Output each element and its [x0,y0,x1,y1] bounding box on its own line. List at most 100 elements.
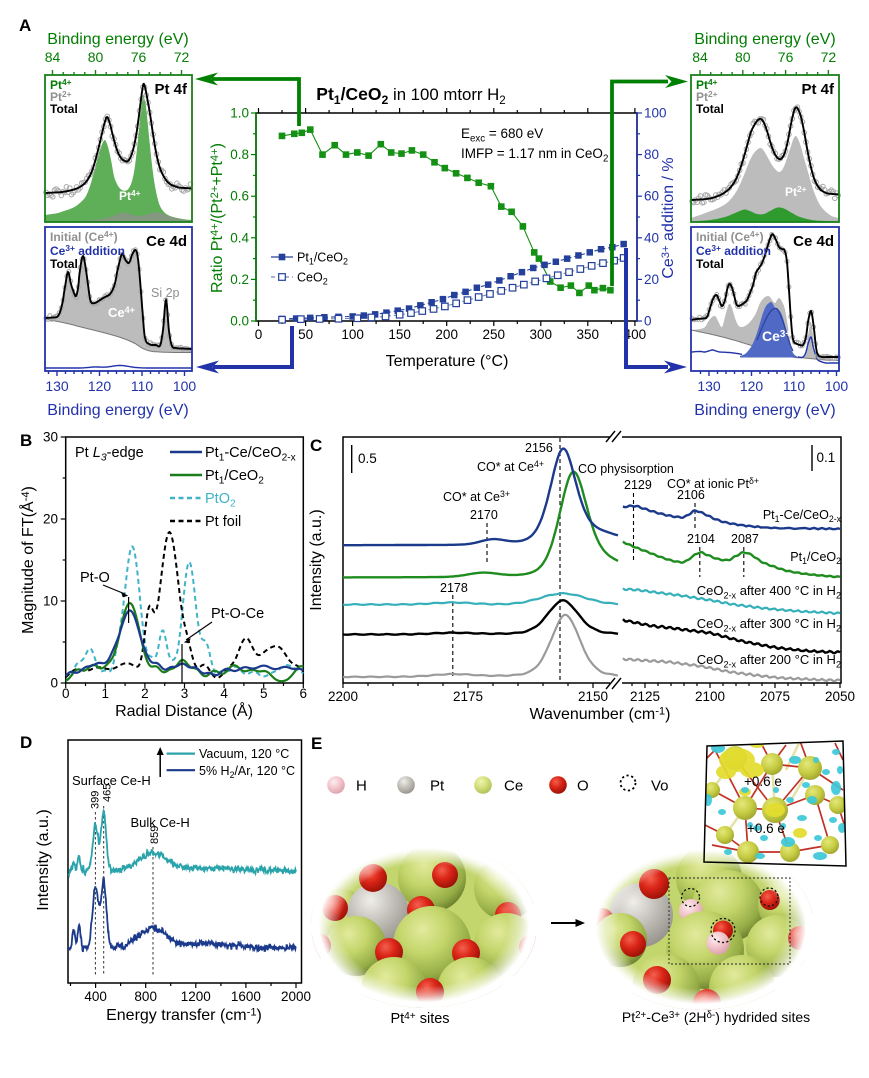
svg-text:300: 300 [530,327,553,342]
svg-text:+0.6 e: +0.6 e [744,774,782,789]
svg-text:859: 859 [149,826,161,844]
svg-text:0: 0 [255,327,263,342]
svg-text:0.4: 0.4 [230,230,249,245]
svg-text:0.8: 0.8 [230,147,249,162]
svg-text:100: 100 [173,378,197,394]
svg-text:CO* at Ce3+: CO* at Ce3+ [443,489,510,504]
svg-text:76: 76 [778,49,794,65]
svg-text:Wavenumber (cm-1): Wavenumber (cm-1) [530,706,671,724]
svg-text:Bulk Ce-H: Bulk Ce-H [131,815,190,830]
svg-text:76: 76 [131,49,147,65]
svg-text:72: 72 [821,49,837,65]
svg-text:Temperature (°C): Temperature (°C) [386,353,509,370]
svg-text:Pt1-Ce/CeO2-x: Pt1-Ce/CeO2-x [205,445,296,464]
svg-text:110: 110 [783,378,806,394]
svg-text:84: 84 [692,49,708,65]
svg-text:2: 2 [141,686,149,701]
svg-text:80: 80 [644,147,659,162]
svg-text:Initial (Ce4+): Initial (Ce4+) [696,229,764,244]
svg-text:CO physisorption: CO physisorption [578,462,674,476]
svg-text:Pt1/CeO2: Pt1/CeO2 [205,468,264,487]
svg-text:1600: 1600 [231,989,261,1004]
svg-text:0: 0 [50,676,58,691]
svg-text:Energy transfer (cm-1): Energy transfer (cm-1) [106,1007,262,1025]
svg-text:130: 130 [45,378,69,394]
svg-text:400: 400 [624,327,647,342]
svg-text:+0.6 e: +0.6 e [747,821,785,836]
svg-text:Pt-O-Ce: Pt-O-Ce [211,606,264,622]
svg-text:O: O [577,778,589,795]
svg-text:PtO2: PtO2 [205,491,236,510]
svg-text:Binding energy (eV): Binding energy (eV) [694,402,835,419]
svg-text:10: 10 [43,594,58,609]
svg-text:4: 4 [220,686,228,701]
svg-text:1200: 1200 [181,989,211,1004]
svg-text:CeO2-x after 200 °C in H2: CeO2-x after 200 °C in H2 [697,652,841,670]
svg-text:2100: 2100 [695,689,725,704]
svg-text:Pt 4f: Pt 4f [801,81,835,98]
svg-text:84: 84 [45,49,61,65]
svg-text:Radial Distance (Å): Radial Distance (Å) [115,701,253,720]
svg-text:0.0: 0.0 [230,314,249,329]
svg-text:Pt-O: Pt-O [80,570,110,586]
svg-text:250: 250 [483,327,506,342]
svg-text:A: A [19,16,31,35]
svg-text:2178: 2178 [440,581,468,595]
svg-text:150: 150 [388,327,411,342]
svg-text:Total: Total [696,102,724,116]
svg-text:20: 20 [644,272,659,287]
svg-text:Pt1/CeO2: Pt1/CeO2 [790,550,841,566]
svg-text:CeO2-x after 400 °C in H2: CeO2-x after 400 °C in H2 [697,583,841,601]
svg-text:72: 72 [174,49,190,65]
svg-text:IMFP = 1.17 nm in CeO2: IMFP = 1.17 nm in CeO2 [461,146,608,165]
svg-text:2129: 2129 [624,478,652,492]
svg-text:200: 200 [435,327,458,342]
svg-text:80: 80 [88,49,104,65]
svg-text:Initial (Ce4+): Initial (Ce4+) [50,229,118,244]
svg-text:Pt1-Ce/CeO2-x: Pt1-Ce/CeO2-x [763,508,842,524]
svg-text:400: 400 [84,989,107,1004]
svg-text:2075: 2075 [760,689,790,704]
svg-text:Intensity (a.u.): Intensity (a.u.) [308,509,325,610]
svg-text:800: 800 [134,989,157,1004]
svg-text:130: 130 [697,378,721,394]
svg-text:Ce3+ addition: Ce3+ addition [696,243,771,258]
svg-text:2000: 2000 [281,989,311,1004]
svg-text:0.6: 0.6 [230,189,249,204]
svg-text:0.5: 0.5 [358,451,377,466]
svg-text:Total: Total [50,257,78,271]
svg-text:CO* at Ce4+: CO* at Ce4+ [477,459,544,474]
svg-text:60: 60 [644,189,659,204]
svg-text:2087: 2087 [731,532,759,546]
svg-text:2200: 2200 [328,689,358,704]
svg-text:B: B [20,431,32,450]
svg-text:30: 30 [43,430,58,445]
svg-text:2175: 2175 [453,689,483,704]
svg-text:2104: 2104 [687,532,715,546]
svg-text:120: 120 [740,378,764,394]
svg-text:Surface Ce-H: Surface Ce-H [72,773,151,788]
svg-text:40: 40 [644,230,659,245]
svg-text:5% H2/Ar, 120 °C: 5% H2/Ar, 120 °C [199,764,295,780]
svg-text:Intensity (a.u.): Intensity (a.u.) [35,809,52,910]
svg-text:100: 100 [825,378,849,394]
svg-text:C: C [310,436,322,455]
svg-text:2125: 2125 [630,689,660,704]
svg-text:Binding energy (eV): Binding energy (eV) [47,31,188,48]
svg-text:Pt foil: Pt foil [205,514,241,530]
svg-text:465: 465 [102,784,114,802]
svg-text:Si 2p: Si 2p [151,286,180,300]
svg-text:399: 399 [90,791,102,809]
svg-text:110: 110 [131,378,154,394]
svg-text:1: 1 [102,686,110,701]
svg-text:3: 3 [181,686,189,701]
svg-text:20: 20 [43,512,58,527]
svg-text:6: 6 [300,686,308,701]
svg-text:0.1: 0.1 [817,450,836,465]
svg-text:Pt: Pt [430,778,445,795]
svg-text:CO* at ionic Ptδ+: CO* at ionic Ptδ+ [667,476,759,491]
svg-text:Ce 4d: Ce 4d [146,233,187,250]
svg-text:2050: 2050 [825,689,855,704]
svg-text:1.0: 1.0 [230,106,249,121]
svg-text:CeO2-x after 300 °C in H2: CeO2-x after 300 °C in H2 [697,616,841,634]
